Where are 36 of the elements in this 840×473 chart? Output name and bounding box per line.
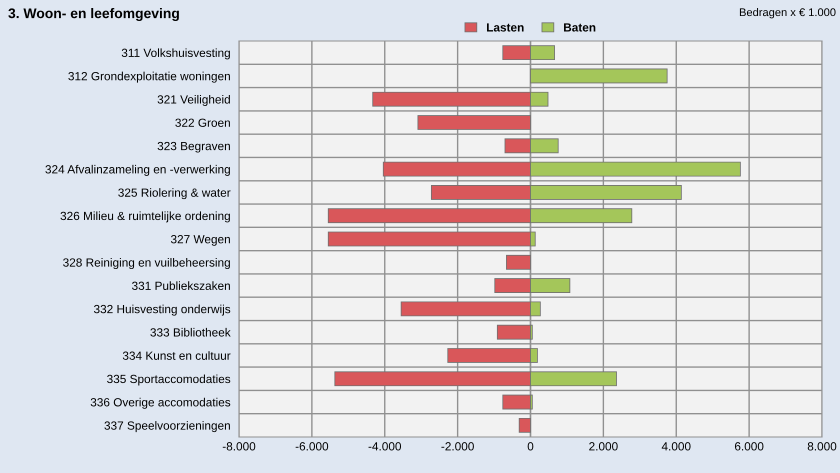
y-tick-label: 332 Huisvesting onderwijs: [94, 304, 230, 316]
x-tick-label: -4.000: [368, 442, 402, 451]
y-tick-label: 337 Speelvoorzieningen: [104, 421, 230, 432]
bar: [417, 115, 531, 130]
y-tick-label: 312 Grondexploitatie woningen: [68, 72, 230, 83]
bar: [496, 324, 531, 340]
y-tick-label: 311 Volkshuisvesting: [122, 48, 230, 60]
y-tick-label: 333 Bibliotheek: [150, 328, 231, 337]
y-tick-label: 334 Kunst en cultuur: [122, 351, 230, 360]
y-tick-label: 331 Publiekszaken: [132, 281, 230, 290]
y-tick-label: 326 Milieu & ruimtelijke ordening: [60, 211, 230, 222]
bar: [506, 254, 531, 270]
x-tick-label: -8.000: [222, 442, 256, 451]
bar: [518, 418, 531, 433]
x-tick-label: 2.000: [589, 442, 618, 451]
x-tick-label: 6.000: [734, 442, 764, 451]
y-tick-label: 336 Overige accomodaties: [90, 398, 230, 409]
y-tick-label: 328 Reiniging en vuilbeheersing: [63, 258, 230, 270]
y-tick-label: 324 Afvalinzameling en -verwerking: [45, 164, 230, 176]
legend-label: Lasten: [487, 23, 524, 32]
y-tick-label: 321 Veiligheid: [158, 94, 230, 106]
bar: [530, 68, 668, 84]
x-tick-label: 0: [528, 442, 534, 451]
y-tick-label: 323 Begraven: [158, 142, 230, 153]
y-tick-label: 327 Wegen: [170, 235, 230, 246]
x-tick-label: 8.000: [808, 442, 836, 451]
y-tick-label: 325 Riolering & water: [118, 188, 230, 200]
text: 3. Woon- en leefomgeving: [8, 8, 179, 22]
y-tick-label: 322 Groen: [175, 118, 230, 127]
x-tick-label: -2.000: [441, 442, 474, 451]
bar: [502, 394, 531, 410]
legend-label: Baten: [564, 23, 596, 32]
x-tick-label: -6.000: [296, 442, 328, 451]
x-tick-label: 4.000: [662, 442, 691, 451]
text: Bedragen x € 1.000: [740, 8, 836, 18]
y-tick-label: 335 Sportaccomodaties: [107, 374, 230, 386]
